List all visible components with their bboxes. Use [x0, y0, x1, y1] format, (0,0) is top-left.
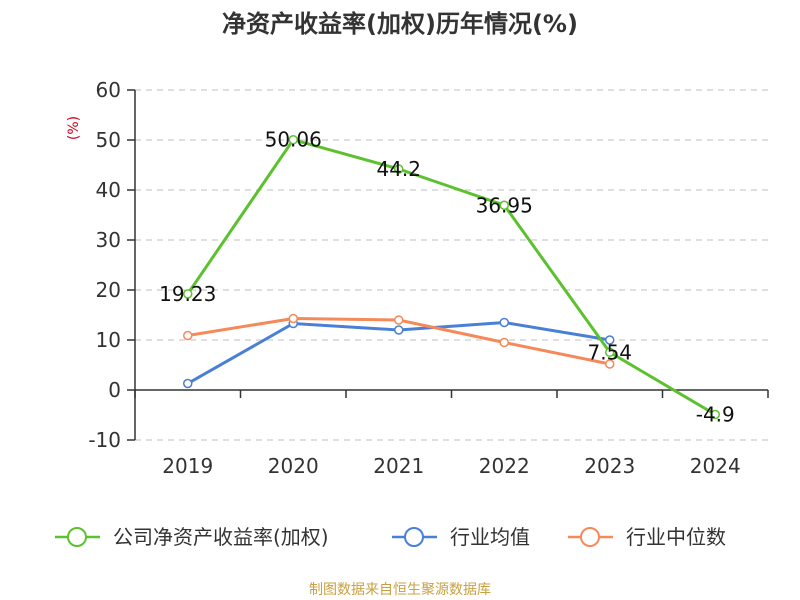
y-tick-label: 0 [108, 378, 121, 402]
grid-lines [135, 89, 768, 441]
y-tick-label: 40 [96, 178, 121, 202]
legend-label: 行业均值 [450, 525, 530, 549]
y-tick-label: -10 [88, 428, 121, 452]
x-tick-label: 2024 [690, 454, 741, 478]
data-point [183, 289, 193, 299]
data-point [288, 313, 298, 324]
axes: -10 0 10 20 30 40 50 60 2019 2020 2021 2022 2023 2024 [88, 78, 769, 478]
y-tick-label: 50 [96, 128, 121, 152]
legend-swatch-marker [580, 527, 600, 547]
y-axis-unit: (%) [66, 116, 82, 140]
data-point [183, 378, 193, 389]
y-tick-label: 60 [96, 78, 121, 102]
legend-swatch-marker [67, 527, 87, 547]
data-point [183, 330, 193, 341]
legend: 公司净资产收益率(加权) 行业均值 行业中位数 [55, 525, 726, 549]
series-layer [183, 134, 720, 420]
legend-label: 公司净资产收益率(加权) [113, 525, 329, 549]
x-tick-label: 2022 [479, 454, 530, 478]
y-tick-label: 10 [96, 328, 121, 352]
data-point [605, 347, 615, 358]
data-point [394, 164, 404, 174]
data-point [499, 200, 509, 210]
data-labels: 19.23 50.06 44.2 36.95 7.54 -4.9 [159, 128, 735, 427]
y-tick-label: 30 [96, 228, 121, 252]
data-label: 19.23 [159, 282, 216, 306]
data-label: 36.95 [476, 193, 533, 217]
data-point [605, 335, 615, 345]
legend-label: 行业中位数 [626, 525, 726, 549]
x-tick-label: 2021 [373, 454, 424, 478]
series-line [186, 137, 717, 416]
x-tick-label: 2020 [268, 454, 319, 478]
data-point [288, 134, 298, 145]
data-label: -4.9 [696, 403, 735, 427]
data-point [605, 359, 615, 369]
data-point [499, 337, 509, 348]
data-label: 44.2 [376, 157, 421, 181]
chart-title: 净资产收益率(加权)历年情况(%) [222, 10, 578, 38]
data-point [710, 409, 720, 420]
data-label: 7.54 [587, 340, 632, 364]
x-tick-label: 2019 [162, 454, 213, 478]
data-point [394, 325, 404, 335]
data-point [499, 317, 509, 328]
data-label: 50.06 [265, 128, 322, 152]
legend-swatch-marker [404, 527, 424, 547]
source-note: 制图数据来自恒生聚源数据库 [309, 582, 491, 598]
data-point [394, 315, 404, 325]
x-tick-label: 2023 [584, 454, 635, 478]
y-tick-label: 20 [96, 278, 121, 302]
